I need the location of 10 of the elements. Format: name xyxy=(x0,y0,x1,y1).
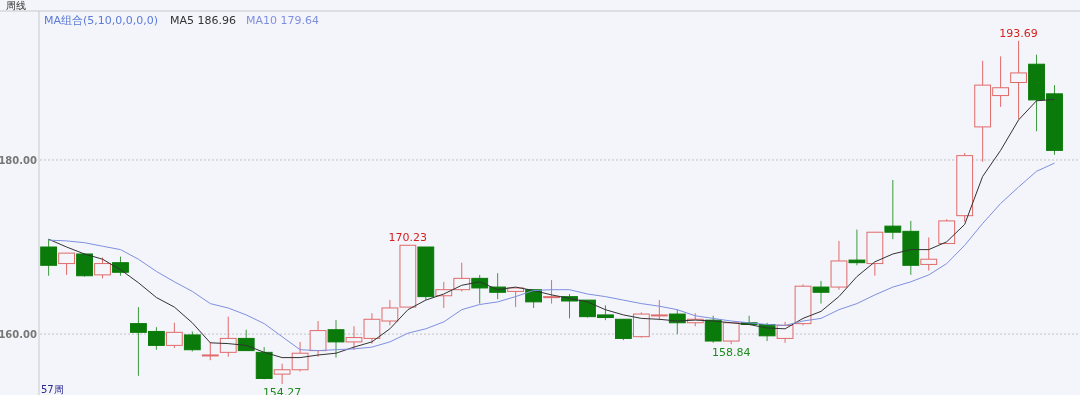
y-tick-label: 180.00 xyxy=(0,154,38,166)
annotation: 193.69 xyxy=(999,26,1038,40)
y-tick-label: 160.00 xyxy=(0,329,38,341)
text: MA5 186.96 xyxy=(170,14,237,27)
annotation: 170.23 xyxy=(388,231,428,245)
annotation: 57周 xyxy=(41,384,64,395)
legend-title: MA组合(5,10,0,0,0,0) xyxy=(44,14,159,27)
text: MA10 179.64 xyxy=(246,14,320,27)
chart-subtitle: 周线 xyxy=(6,0,26,11)
annotation: 158.84 xyxy=(711,346,751,360)
